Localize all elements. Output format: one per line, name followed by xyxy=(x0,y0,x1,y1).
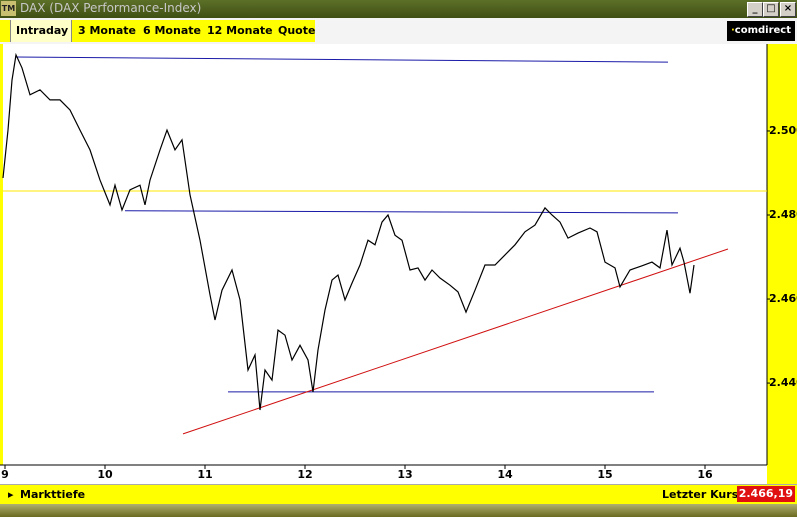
footer-bar: ▸ Markttiefe Letzter Kurs 2.466,19 xyxy=(0,484,797,504)
minimize-button[interactable]: _ xyxy=(747,2,763,17)
drawn-line xyxy=(124,210,679,214)
market-depth[interactable]: Markttiefe xyxy=(20,488,86,501)
price-line xyxy=(2,52,695,411)
last-price-label: Letzter Kurs xyxy=(662,488,739,501)
x-tick-label: 12 xyxy=(297,468,312,481)
x-tick-label: 16 xyxy=(697,468,713,481)
tab-strip xyxy=(0,20,315,42)
tab-bar: Intraday 3 Monate 6 Monate 12 Monate Quo… xyxy=(0,18,797,44)
restore-button[interactable]: □ xyxy=(763,2,779,17)
x-tick-label: 9 xyxy=(1,468,9,481)
tab[interactable]: Quote xyxy=(278,24,316,37)
tab[interactable]: 12 Monate xyxy=(207,24,273,37)
tab[interactable]: 3 Monate xyxy=(78,24,136,37)
app-icon: TM xyxy=(1,1,16,16)
x-tick-label: 15 xyxy=(597,468,612,481)
y-tick-label: 2.480 xyxy=(769,208,797,221)
footer-arrow: ▸ xyxy=(8,488,14,501)
axis-panel xyxy=(767,44,797,484)
x-tick-label: 13 xyxy=(397,468,412,481)
tab[interactable]: Intraday xyxy=(16,24,69,37)
tab[interactable]: 6 Monate xyxy=(143,24,201,37)
selected-tab-bg xyxy=(10,20,72,42)
status-strip xyxy=(0,504,797,517)
drawn-line xyxy=(14,56,669,63)
chart: 2.440 2.460 2.480 2.500 9 10 11 12 13 14 15 16 xyxy=(0,44,797,484)
y-tick-label: 2.440 xyxy=(769,376,797,389)
x-tick-label: 10 xyxy=(97,468,113,481)
y-tick-label: 2.460 xyxy=(769,292,797,305)
y-tick-label: 2.500 xyxy=(769,124,797,137)
logo: comdirect xyxy=(727,21,795,41)
x-tick-label: 14 xyxy=(497,468,513,481)
title-bar: TM DAX (DAX Performance-Index) _ □ × xyxy=(0,0,797,18)
left-strip xyxy=(0,44,3,465)
drawn-line xyxy=(182,248,729,435)
x-tick-label: 11 xyxy=(197,468,212,481)
last-price: 2.466,19 xyxy=(737,486,795,502)
window-title: DAX (DAX Performance-Index) xyxy=(20,1,202,15)
close-button[interactable]: × xyxy=(780,2,796,17)
